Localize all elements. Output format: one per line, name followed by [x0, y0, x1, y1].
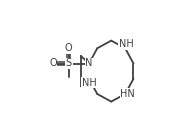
Text: HN: HN: [120, 89, 135, 99]
Text: NH: NH: [119, 39, 134, 49]
Text: O: O: [49, 59, 57, 68]
Text: S: S: [66, 59, 72, 68]
Text: NH: NH: [82, 78, 96, 88]
Text: N: N: [85, 59, 93, 68]
Text: O: O: [65, 43, 73, 53]
